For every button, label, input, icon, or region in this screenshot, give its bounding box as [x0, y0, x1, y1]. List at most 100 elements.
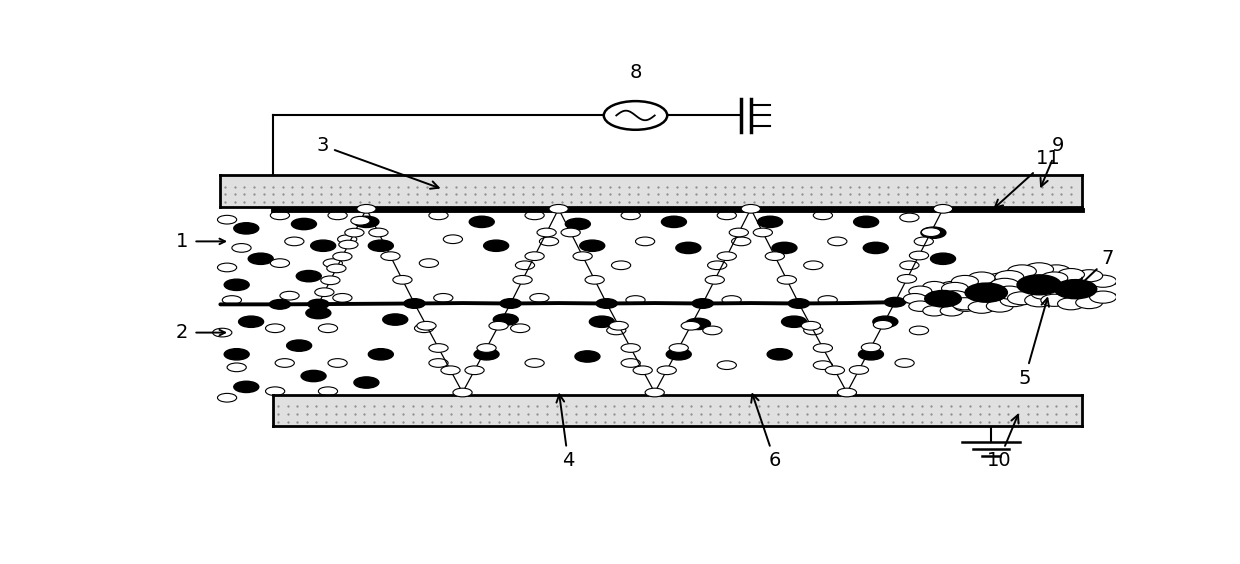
Circle shape — [666, 349, 691, 360]
Circle shape — [804, 261, 823, 270]
Circle shape — [626, 296, 645, 305]
Circle shape — [789, 299, 810, 309]
Circle shape — [826, 366, 844, 374]
Circle shape — [634, 366, 652, 374]
Circle shape — [940, 281, 963, 292]
Circle shape — [1058, 298, 1085, 310]
Circle shape — [1008, 265, 1037, 278]
Circle shape — [951, 275, 978, 288]
Circle shape — [991, 278, 1019, 292]
Circle shape — [311, 240, 336, 252]
Circle shape — [327, 359, 347, 367]
Circle shape — [606, 326, 626, 335]
Circle shape — [621, 343, 640, 352]
Circle shape — [596, 299, 618, 309]
Circle shape — [925, 290, 961, 307]
Circle shape — [296, 271, 321, 282]
Circle shape — [596, 299, 616, 308]
Circle shape — [729, 228, 749, 237]
Circle shape — [248, 253, 273, 265]
Circle shape — [921, 228, 941, 236]
Circle shape — [429, 211, 448, 219]
Circle shape — [804, 326, 823, 335]
Circle shape — [670, 343, 688, 352]
Circle shape — [986, 300, 1013, 312]
Circle shape — [898, 275, 916, 283]
Circle shape — [955, 301, 977, 311]
Circle shape — [645, 388, 665, 397]
Circle shape — [1054, 271, 1084, 284]
Circle shape — [706, 275, 724, 284]
Circle shape — [681, 321, 701, 330]
Circle shape — [1042, 265, 1070, 278]
Circle shape — [1054, 280, 1096, 299]
Circle shape — [863, 243, 888, 254]
Circle shape — [941, 290, 968, 303]
Circle shape — [477, 343, 496, 352]
Circle shape — [994, 271, 1024, 284]
Circle shape — [429, 343, 448, 352]
Circle shape — [537, 228, 557, 237]
Circle shape — [501, 299, 521, 308]
Circle shape — [960, 293, 982, 304]
Circle shape — [453, 388, 472, 397]
Circle shape — [1001, 294, 1027, 307]
Circle shape — [703, 326, 722, 335]
Circle shape — [1008, 292, 1037, 305]
Circle shape — [1006, 287, 1032, 299]
Circle shape — [525, 211, 544, 219]
Circle shape — [353, 377, 379, 388]
Circle shape — [1024, 294, 1054, 307]
Circle shape — [368, 240, 393, 252]
Circle shape — [827, 237, 847, 246]
Circle shape — [895, 359, 914, 367]
Circle shape — [968, 301, 994, 313]
Circle shape — [270, 211, 290, 219]
Text: 10: 10 — [987, 415, 1018, 470]
Circle shape — [285, 237, 304, 246]
Circle shape — [308, 299, 329, 309]
Circle shape — [404, 299, 425, 309]
Circle shape — [813, 211, 832, 219]
Circle shape — [1030, 279, 1058, 291]
Circle shape — [781, 316, 806, 327]
Circle shape — [621, 359, 640, 367]
Text: 5: 5 — [1018, 298, 1049, 387]
Circle shape — [921, 227, 946, 239]
Circle shape — [758, 216, 782, 227]
Circle shape — [270, 259, 290, 267]
Circle shape — [474, 349, 498, 360]
Bar — [221, 175, 1083, 206]
Circle shape — [585, 275, 604, 284]
Text: 6: 6 — [751, 394, 781, 470]
Circle shape — [801, 321, 821, 330]
Circle shape — [873, 320, 893, 329]
Circle shape — [511, 324, 529, 333]
Circle shape — [722, 296, 742, 305]
Circle shape — [717, 252, 737, 261]
Circle shape — [657, 366, 676, 374]
Circle shape — [525, 252, 544, 261]
Circle shape — [986, 273, 1013, 285]
Circle shape — [813, 343, 832, 352]
Circle shape — [940, 306, 963, 316]
Circle shape — [560, 228, 580, 237]
Circle shape — [539, 237, 558, 246]
Circle shape — [393, 275, 412, 284]
Circle shape — [265, 387, 285, 395]
Circle shape — [930, 253, 956, 265]
Circle shape — [732, 237, 751, 246]
Text: 2: 2 — [176, 323, 188, 342]
Circle shape — [234, 223, 259, 234]
Circle shape — [529, 293, 549, 302]
Circle shape — [1054, 286, 1084, 299]
Circle shape — [765, 252, 785, 261]
Circle shape — [573, 252, 593, 261]
Circle shape — [404, 299, 424, 308]
Circle shape — [469, 216, 495, 227]
Circle shape — [635, 237, 655, 246]
Circle shape — [222, 296, 242, 305]
Circle shape — [315, 288, 334, 297]
Circle shape — [676, 243, 701, 254]
Circle shape — [368, 349, 393, 360]
